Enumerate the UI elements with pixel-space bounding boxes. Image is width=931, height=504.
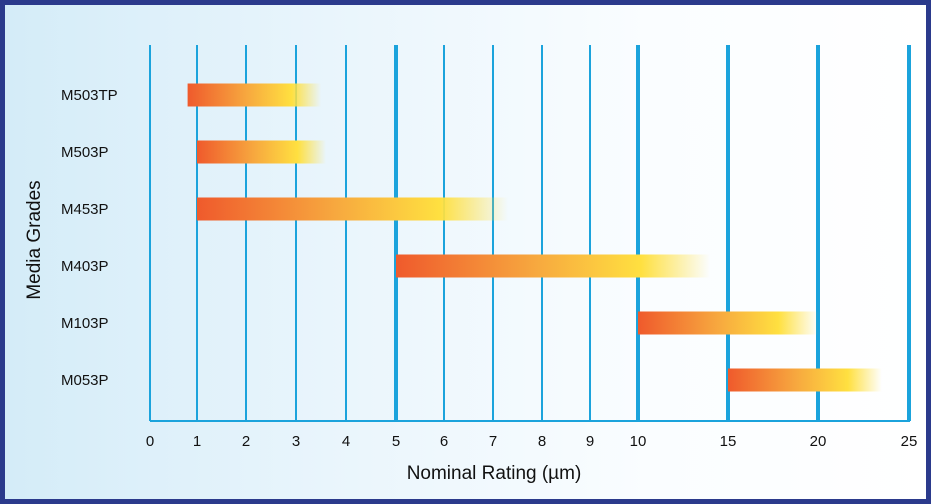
bar-m503p [197, 140, 326, 164]
category-label-m053p: M053P [61, 372, 109, 389]
x-tick-label: 5 [392, 433, 400, 450]
category-label-m503tp: M503TP [61, 87, 118, 104]
x-tick-label: 1 [193, 433, 201, 450]
x-tick-label: 6 [440, 433, 448, 450]
x-tick-label: 25 [901, 433, 918, 450]
category-label-m453p: M453P [61, 201, 109, 218]
x-tick-labels: 0 1 2 3 4 5 6 7 8 9 10 15 20 25 [146, 433, 918, 450]
x-tick-label: 15 [720, 433, 737, 450]
x-tick-label: 4 [342, 433, 350, 450]
x-tick-label: 3 [292, 433, 300, 450]
y-axis-title: Media Grades [24, 180, 45, 299]
x-tick-label: 9 [586, 433, 594, 450]
x-tick-label: 7 [489, 433, 497, 450]
x-axis-title: Nominal Rating (µm) [407, 463, 582, 484]
bar-m103p [638, 311, 818, 335]
x-tick-label: 10 [630, 433, 647, 450]
bar-m453p [197, 197, 508, 221]
bar-m053p [728, 368, 882, 392]
x-tick-label: 0 [146, 433, 154, 450]
category-label-m103p: M103P [61, 315, 109, 332]
category-label-m503p: M503P [61, 144, 109, 161]
bar-m403p [396, 254, 710, 278]
grid-lines [149, 45, 911, 421]
bar-m503tp [187, 83, 321, 107]
x-tick-label: 8 [538, 433, 546, 450]
x-tick-label: 20 [810, 433, 827, 450]
category-labels: M503TP M503P M453P M403P M103P M053P [61, 87, 118, 389]
bars [187, 83, 882, 392]
category-label-m403p: M403P [61, 258, 109, 275]
x-tick-label: 2 [242, 433, 250, 450]
